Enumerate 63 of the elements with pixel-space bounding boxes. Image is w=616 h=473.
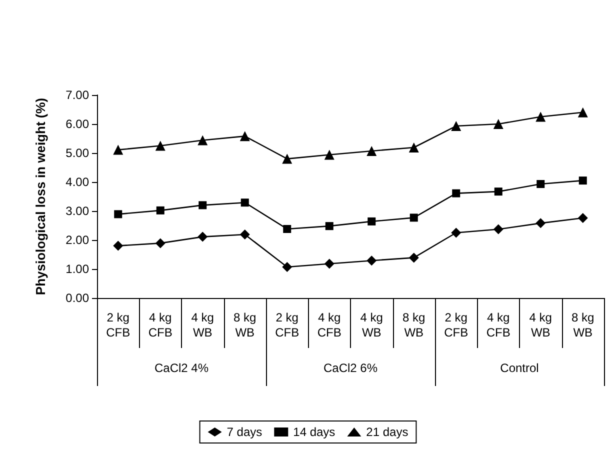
point (113, 240, 124, 251)
point (408, 252, 419, 263)
y-tick-label: 4.00 (66, 175, 90, 189)
x-tick-label: 4 kg CFB (317, 310, 342, 340)
text: CaCl2 6% (323, 361, 378, 375)
point (452, 189, 460, 198)
point (494, 188, 502, 196)
point (578, 107, 588, 118)
point (368, 217, 376, 226)
x-tick-label: 4 kg CFB (148, 310, 172, 340)
y-axis-title: Physiological loss in weight (%) (33, 98, 48, 296)
point (578, 212, 588, 223)
x-tick-label: 4 kg WB (191, 310, 214, 340)
point (493, 119, 504, 129)
point (366, 146, 377, 156)
x-tick-label: 2 kg CFB (275, 310, 300, 340)
y-tick-label: 0.00 (66, 291, 90, 305)
point (155, 140, 166, 151)
point (536, 218, 546, 228)
x-tick-label: 2 kg CFB (444, 310, 468, 340)
point (408, 142, 419, 152)
y-tick-label: 6.00 (66, 117, 90, 131)
legend-label: 7 days (226, 425, 262, 439)
x-tick-label: 8 kg WB (234, 310, 256, 340)
point (536, 180, 545, 188)
x-tick-label: 4 kg WB (360, 310, 383, 340)
y-tick-label: 7.00 (66, 88, 90, 102)
point (240, 229, 250, 240)
text: CaCl2 4% (154, 361, 209, 375)
point (113, 144, 124, 155)
x-tick-label: 4 kg WB (529, 310, 552, 340)
point (198, 135, 208, 146)
x-tick-label: 8 kg WB (572, 310, 594, 340)
point (325, 222, 334, 230)
legend-label: 21 days (366, 425, 408, 439)
point (240, 131, 250, 142)
point (282, 262, 292, 272)
legend-label: 14 days (293, 425, 336, 439)
point (451, 228, 462, 238)
point (282, 154, 292, 164)
point (536, 112, 546, 122)
point (451, 121, 462, 132)
point (366, 256, 377, 266)
x-tick-label: 8 kg WB (402, 310, 426, 340)
point (324, 150, 334, 160)
point (198, 232, 208, 242)
y-tick-label: 1.00 (66, 262, 90, 276)
point (198, 201, 207, 210)
point (493, 224, 504, 234)
point (156, 206, 164, 214)
x-tick-label: 4 kg CFB (486, 310, 510, 340)
point (240, 198, 249, 207)
point (283, 224, 292, 233)
y-tick-label: 3.00 (66, 204, 90, 218)
x-tick-label: 2 kg CFB (106, 310, 130, 340)
point (578, 176, 587, 185)
point (155, 238, 166, 248)
y-tick-label: 5.00 (66, 146, 90, 160)
point (114, 210, 122, 218)
point (410, 214, 418, 222)
text: Control (500, 361, 539, 375)
y-tick-label: 2.00 (66, 233, 90, 247)
point (324, 258, 334, 269)
